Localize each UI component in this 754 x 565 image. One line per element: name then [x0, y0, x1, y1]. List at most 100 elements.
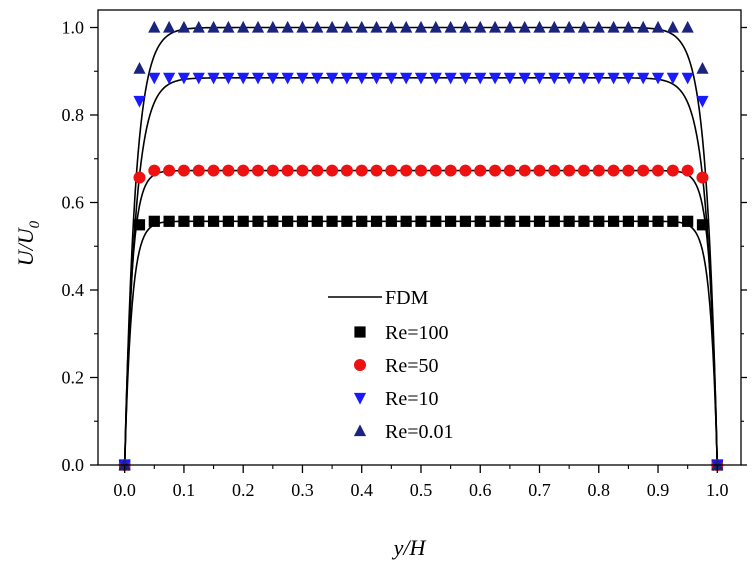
legend-label: Re=50	[385, 355, 439, 377]
data-point	[444, 72, 457, 85]
y-tick-label: 0.2	[62, 368, 85, 388]
data-point	[222, 72, 235, 85]
data-point	[266, 72, 279, 85]
data-point	[666, 20, 679, 33]
data-point	[370, 215, 383, 227]
data-point	[548, 164, 561, 177]
y-tick-label: 0.6	[62, 193, 85, 213]
data-point	[518, 164, 531, 177]
data-point	[385, 72, 398, 85]
data-point	[252, 164, 265, 177]
y-tick-label: 0.0	[62, 455, 85, 475]
data-point	[325, 72, 339, 85]
data-point	[385, 215, 397, 227]
x-tick-label: 0.9	[647, 480, 670, 500]
data-point	[414, 20, 428, 33]
legend-marker	[353, 424, 367, 437]
data-point	[148, 215, 160, 227]
data-point	[533, 164, 546, 177]
data-point	[207, 215, 220, 227]
data-point	[667, 215, 679, 227]
data-point	[592, 72, 605, 85]
data-point	[296, 72, 309, 85]
legend-marker-3	[353, 424, 367, 437]
data-point	[177, 20, 191, 33]
series-markers-1	[118, 164, 724, 471]
data-point	[592, 164, 605, 177]
data-point	[637, 20, 650, 33]
data-point	[192, 20, 205, 33]
data-point	[370, 164, 383, 177]
data-point	[237, 164, 250, 177]
data-point	[563, 20, 576, 33]
data-point	[207, 20, 220, 33]
data-point	[400, 20, 413, 33]
data-point	[414, 164, 427, 177]
data-point	[414, 72, 428, 85]
data-point	[444, 164, 457, 177]
data-point	[548, 20, 561, 33]
data-point	[340, 72, 354, 85]
legend-label: Re=0.01	[385, 421, 454, 443]
data-point	[711, 458, 724, 471]
data-point	[163, 215, 175, 227]
data-point	[415, 215, 427, 227]
x-tick-label: 0.3	[291, 480, 314, 500]
data-point	[222, 164, 235, 177]
data-point	[563, 164, 576, 177]
data-point	[133, 219, 146, 231]
data-point	[163, 72, 176, 85]
data-point	[651, 20, 665, 33]
data-point	[430, 215, 442, 227]
data-point	[503, 72, 516, 85]
data-point	[267, 215, 279, 227]
data-point	[281, 72, 294, 85]
data-point	[400, 164, 413, 177]
data-point	[607, 164, 620, 177]
data-point	[252, 215, 264, 227]
data-point	[325, 20, 339, 33]
plot-frame	[97, 9, 742, 466]
data-point	[607, 20, 620, 33]
data-point	[518, 20, 531, 33]
data-point	[563, 215, 575, 227]
data-point	[607, 72, 620, 85]
data-point	[681, 20, 694, 33]
data-point	[548, 72, 561, 85]
data-point	[356, 215, 368, 227]
legend-label-fdm: FDM	[385, 287, 429, 309]
data-point	[578, 215, 590, 227]
x-tick-label: 0.0	[113, 480, 136, 500]
data-point	[266, 164, 279, 177]
x-tick-label: 0.2	[232, 480, 255, 500]
data-point	[237, 72, 250, 85]
series-layer	[118, 20, 724, 472]
data-point	[444, 20, 457, 33]
data-point	[281, 20, 294, 33]
data-point	[118, 458, 131, 471]
data-point	[637, 215, 649, 227]
data-point	[548, 215, 560, 227]
series-markers-3	[118, 20, 724, 471]
data-point	[474, 215, 486, 227]
data-point	[192, 164, 205, 177]
data-point	[607, 215, 620, 227]
data-point	[533, 20, 546, 33]
legend-marker	[354, 326, 366, 338]
x-tick-label: 0.5	[410, 480, 433, 500]
data-point	[148, 164, 161, 177]
data-point	[148, 72, 161, 85]
data-point	[207, 164, 220, 177]
x-tick-label: 0.4	[350, 480, 373, 500]
data-point	[489, 164, 502, 177]
data-point	[341, 215, 353, 227]
data-point	[622, 164, 635, 177]
data-point	[326, 215, 338, 227]
data-point	[488, 72, 502, 85]
data-point	[400, 215, 412, 227]
data-point	[533, 215, 546, 227]
y-axis-title: U/U0	[13, 220, 43, 266]
data-point	[222, 215, 234, 227]
legend-label: Re=100	[385, 322, 449, 344]
data-point	[237, 215, 249, 227]
